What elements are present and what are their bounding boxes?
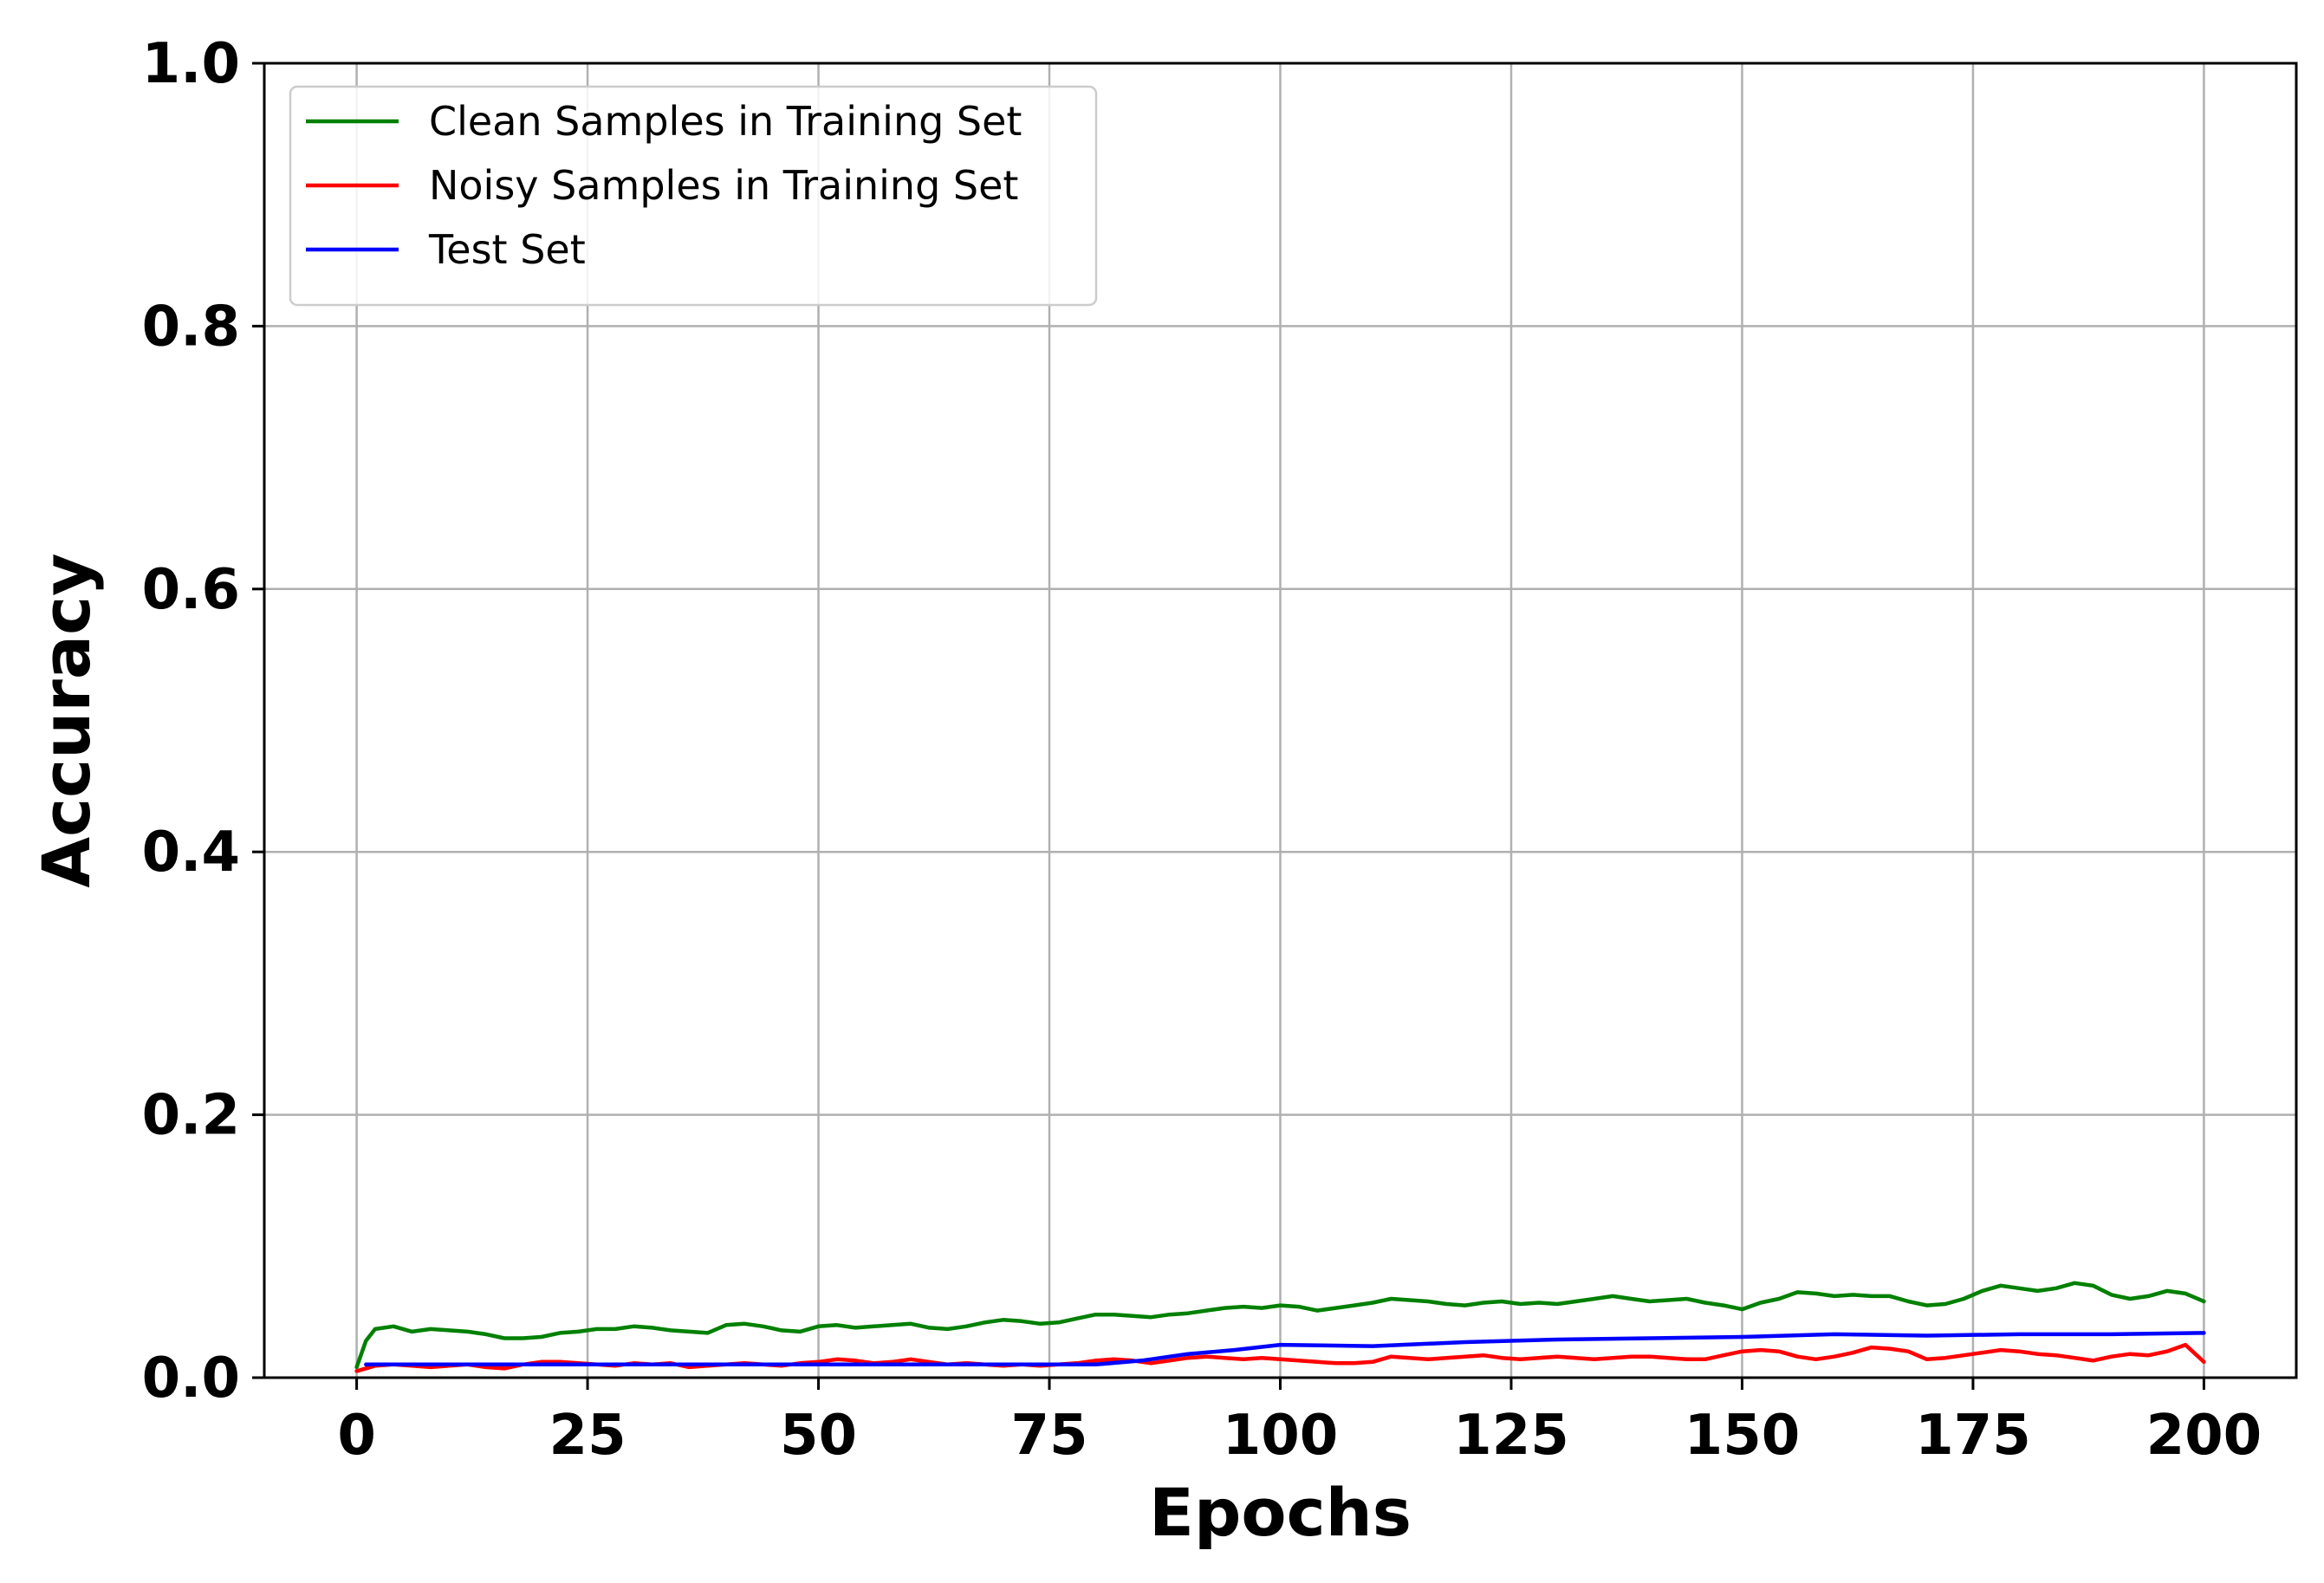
legend-label: Test Set [428, 226, 586, 273]
x-tick-label: 75 [1010, 1404, 1087, 1468]
y-tick-label: 1.0 [142, 32, 240, 96]
x-tick-label: 25 [549, 1404, 626, 1468]
x-tick-label: 0 [337, 1404, 376, 1468]
x-tick-label: 100 [1223, 1404, 1339, 1468]
x-axis-title: Epochs [1149, 1474, 1412, 1551]
plot-series [354, 1281, 2206, 1373]
series-line-3 [364, 1331, 2206, 1367]
x-tick-label: 50 [780, 1404, 857, 1468]
x-tick-label: 175 [1915, 1404, 2031, 1468]
series-line-1 [354, 1281, 2206, 1370]
x-tick-label: 150 [1685, 1404, 1801, 1468]
y-tick-label: 0.8 [142, 295, 240, 359]
axis-ticks: 0 25 50 75 100 125 150 175 200 0.0 0.2 0.4 0.6 0.8 1.0 [142, 32, 2262, 1468]
y-tick-label: 0.4 [142, 821, 240, 885]
y-tick-label: 0.2 [142, 1084, 240, 1148]
legend-label: Clean Samples in Training Set [429, 98, 1022, 145]
legend-item: Test Set [306, 226, 586, 273]
x-tick-label: 200 [2146, 1404, 2262, 1468]
x-tick-label: 125 [1453, 1404, 1569, 1468]
y-tick-label: 0.6 [142, 558, 240, 622]
y-axis-title: Accuracy [28, 553, 105, 887]
y-tick-label: 0.0 [142, 1346, 240, 1411]
legend-item: Noisy Samples in Training Set [306, 162, 1018, 209]
legend-box [289, 85, 1098, 307]
legend-label: Noisy Samples in Training Set [429, 162, 1018, 209]
legend-item: Clean Samples in Training Set [306, 98, 1022, 145]
legend: Clean Samples in Training Set Noisy Sampl… [289, 85, 1098, 307]
